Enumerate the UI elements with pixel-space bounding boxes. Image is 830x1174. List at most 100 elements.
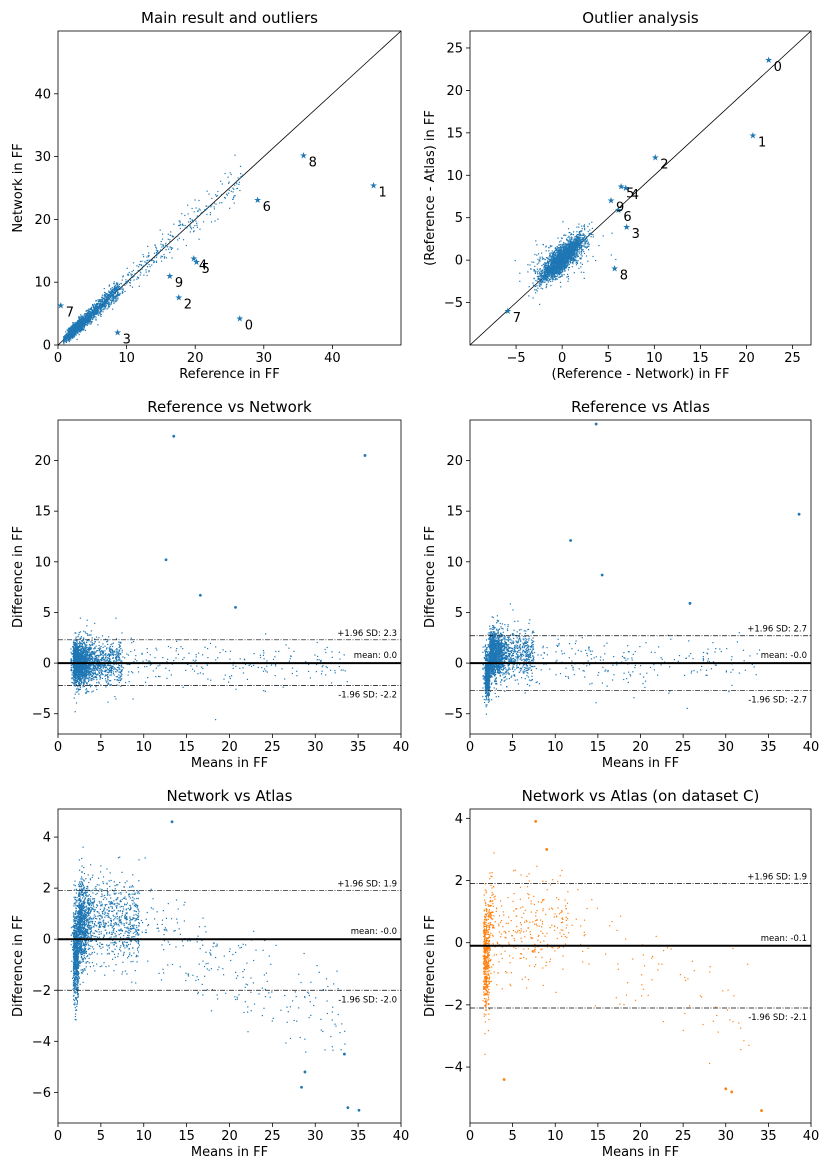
data-point (171, 235, 173, 237)
data-point (95, 311, 97, 313)
data-point (98, 304, 100, 306)
data-point (553, 276, 555, 278)
data-point (94, 304, 97, 306)
data-point (107, 296, 109, 298)
data-point (82, 318, 84, 320)
data-point (87, 320, 89, 322)
data-point (240, 176, 242, 178)
data-point (97, 300, 99, 302)
data-point (563, 254, 565, 256)
data-point (88, 315, 90, 317)
data-point (70, 330, 72, 332)
data-point (583, 225, 585, 227)
data-point (233, 188, 235, 190)
data-point (569, 251, 571, 253)
data-point (230, 190, 232, 192)
data-point (556, 261, 558, 263)
data-point (102, 304, 104, 306)
data-point (573, 251, 575, 254)
data-point (197, 210, 199, 212)
data-point (555, 262, 557, 264)
data-point (84, 321, 86, 323)
data-point (569, 256, 571, 258)
data-point (564, 261, 566, 263)
data-point (581, 225, 583, 227)
data-point (582, 238, 584, 240)
data-point (577, 240, 579, 242)
data-point (93, 306, 95, 308)
data-point (87, 318, 89, 320)
data-point (567, 259, 570, 261)
data-point (579, 247, 581, 249)
data-point (65, 331, 67, 333)
data-point (79, 322, 81, 324)
data-point (97, 308, 99, 310)
data-point (544, 274, 546, 276)
data-point (88, 310, 90, 313)
data-point (193, 230, 195, 232)
data-point (77, 323, 79, 325)
data-point (112, 290, 114, 292)
data-point (552, 273, 554, 275)
data-point (93, 306, 95, 309)
data-point (528, 286, 530, 288)
data-point (73, 326, 75, 328)
data-point (102, 297, 104, 299)
data-point (551, 252, 553, 254)
data-point (111, 292, 113, 294)
data-point (96, 308, 98, 310)
data-point (108, 293, 111, 295)
data-point (115, 297, 117, 299)
data-point (108, 285, 110, 287)
data-point (542, 270, 544, 272)
data-point (577, 251, 579, 253)
outlier-label: 7 (66, 305, 74, 320)
data-point (118, 283, 120, 285)
data-point (124, 284, 126, 286)
data-point (572, 253, 574, 255)
data-point (568, 267, 570, 269)
data-point (127, 280, 129, 282)
data-point (112, 300, 114, 302)
data-point (85, 322, 87, 324)
data-point (550, 263, 552, 265)
data-point (574, 247, 576, 249)
data-point (547, 258, 549, 260)
data-point (96, 305, 98, 307)
data-point (548, 268, 550, 270)
data-point (234, 195, 236, 197)
data-point (563, 242, 565, 244)
data-point (63, 339, 66, 341)
data-point (67, 332, 69, 334)
data-point (80, 317, 82, 319)
data-point (564, 264, 567, 266)
data-point (569, 240, 571, 242)
data-point (110, 291, 112, 294)
data-point (534, 272, 536, 275)
data-point (181, 224, 183, 226)
data-point (545, 277, 547, 279)
data-point (77, 328, 79, 330)
data-point (564, 247, 566, 249)
data-point (572, 251, 574, 253)
data-point (159, 249, 162, 251)
data-point (568, 253, 570, 255)
data-point (561, 273, 563, 276)
data-point (554, 279, 556, 281)
data-point (563, 259, 565, 261)
data-point (99, 313, 101, 315)
data-point (115, 295, 117, 297)
data-point (544, 281, 546, 283)
data-point (541, 265, 543, 267)
data-point (540, 273, 543, 275)
outlier-marker: ★ (254, 196, 262, 206)
data-point (558, 270, 560, 272)
data-point (73, 334, 75, 336)
data-point (545, 285, 548, 287)
data-point (583, 226, 585, 228)
data-point (114, 291, 116, 293)
data-point (546, 274, 548, 276)
data-point (545, 262, 547, 264)
data-point (89, 318, 91, 320)
data-point (82, 321, 84, 323)
